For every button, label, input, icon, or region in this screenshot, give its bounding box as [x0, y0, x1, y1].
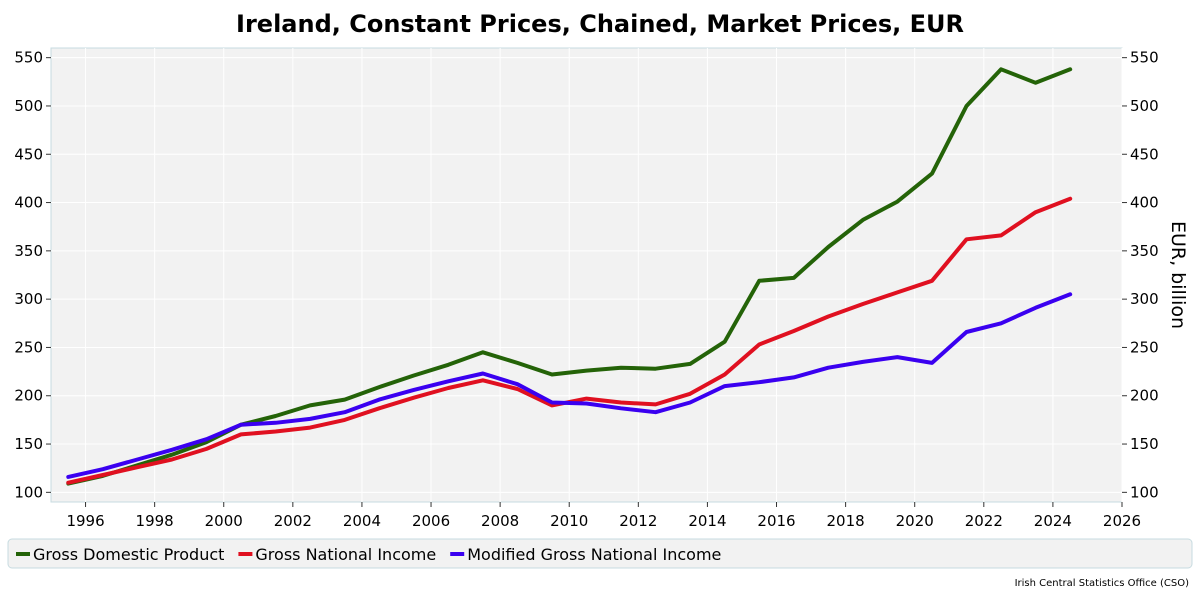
- legend-label: Modified Gross National Income: [467, 545, 721, 564]
- series-line-modified-gross-national-income: [66, 292, 1073, 479]
- source-note: Irish Central Statistics Office (CSO): [1015, 578, 1190, 589]
- y-tick-label-right: 100: [1130, 483, 1159, 501]
- legend-item-modified-gross-national-income[interactable]: Modified Gross National Income: [450, 545, 721, 564]
- x-tick-label: 2026: [1103, 512, 1141, 530]
- legend: Gross Domestic Product Gross National Inc…: [16, 545, 721, 564]
- y-tick-label-left: 100: [14, 483, 43, 501]
- y-tick-label-right: 150: [1130, 435, 1159, 453]
- y-axis-left-ticks: 100 150 200 250 300 350 400 450 500 550: [14, 49, 51, 501]
- series-lines: [66, 67, 1073, 486]
- legend-item-gross-domestic-product[interactable]: Gross Domestic Product: [16, 545, 224, 564]
- x-tick-label: 2020: [896, 512, 934, 530]
- x-tick-label: 2006: [412, 512, 450, 530]
- y-tick-label-left: 500: [14, 97, 43, 115]
- y-axis-label: EUR, billion: [1167, 221, 1189, 329]
- legend-label: Gross National Income: [255, 545, 436, 564]
- y-axis-right-ticks: 100 150 200 250 300 350 400 450 500 550: [1122, 49, 1159, 501]
- plot-area: [50, 47, 1123, 503]
- x-tick-label: 2004: [343, 512, 381, 530]
- y-tick-label-left: 450: [14, 145, 43, 163]
- x-tick-label: 2016: [757, 512, 795, 530]
- y-tick-label-left: 200: [14, 387, 43, 405]
- grid: [51, 48, 1123, 502]
- y-tick-label-right: 300: [1130, 290, 1159, 308]
- x-tick-label: 2022: [965, 512, 1003, 530]
- y-tick-label-right: 400: [1130, 194, 1159, 212]
- x-tick-label: 1996: [66, 512, 104, 530]
- y-tick-label-right: 500: [1130, 97, 1159, 115]
- y-tick-label-left: 250: [14, 338, 43, 356]
- y-tick-label-right: 450: [1130, 145, 1159, 163]
- x-axis-ticks: 1996 1998 2000 2002 2004 2006 2008 2010 2012 2014…: [66, 502, 1141, 530]
- y-tick-label-right: 550: [1130, 49, 1159, 67]
- y-tick-label-left: 350: [14, 242, 43, 260]
- y-tick-label-left: 550: [14, 49, 43, 67]
- x-tick-label: 2002: [274, 512, 312, 530]
- y-tick-label-right: 350: [1130, 242, 1159, 260]
- y-tick-label-right: 200: [1130, 387, 1159, 405]
- y-tick-label-right: 250: [1130, 338, 1159, 356]
- x-tick-label: 2012: [619, 512, 657, 530]
- y-tick-label-left: 300: [14, 290, 43, 308]
- chart-title: Ireland, Constant Prices, Chained, Marke…: [236, 10, 964, 38]
- x-tick-label: 2018: [827, 512, 865, 530]
- x-tick-label: 2008: [481, 512, 519, 530]
- legend-item-gross-national-income[interactable]: Gross National Income: [238, 545, 436, 564]
- legend-label: Gross Domestic Product: [33, 545, 224, 564]
- x-tick-label: 2014: [688, 512, 726, 530]
- x-tick-label: 2024: [1034, 512, 1072, 530]
- x-tick-label: 2010: [550, 512, 588, 530]
- y-tick-label-left: 400: [14, 194, 43, 212]
- y-tick-label-left: 150: [14, 435, 43, 453]
- x-tick-label: 1998: [136, 512, 174, 530]
- legend-box: [7, 538, 1193, 569]
- x-tick-label: 2000: [205, 512, 243, 530]
